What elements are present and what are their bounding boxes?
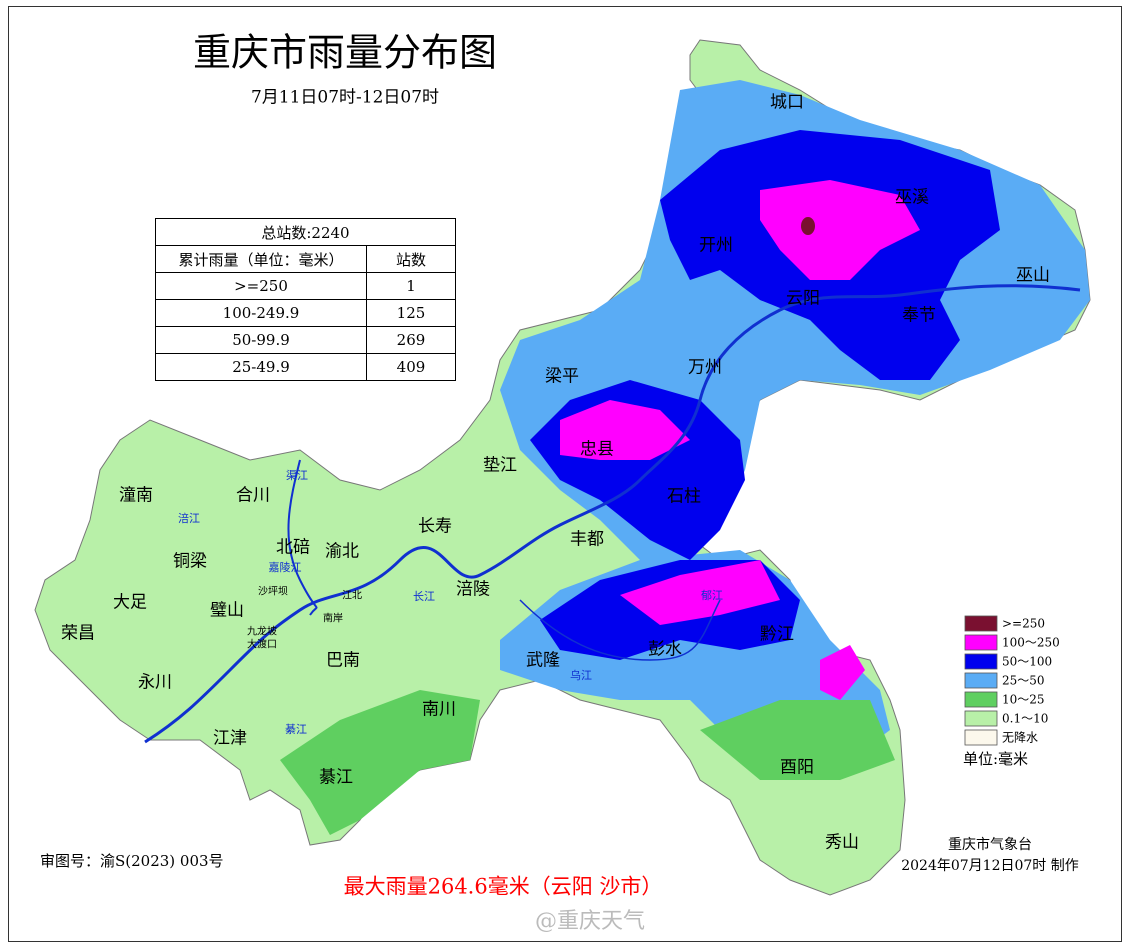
place-label: 武隆 [526,651,560,671]
table-cell: 50-99.9 [155,326,367,354]
rain-100-mid [560,400,690,460]
legend-label: 无降水 [1002,731,1038,745]
region [34,39,1091,896]
agency: 重庆市气象台 [948,836,1032,853]
place-label: 渝北 [325,542,359,562]
legend-swatch [964,672,998,689]
place-label: 涪陵 [456,580,490,600]
district-label: 大渡口 [247,638,277,651]
place-label: 石柱 [667,487,701,507]
table-cell: 100-249.9 [155,299,367,327]
place-label: 巫山 [1016,266,1050,286]
rain-100-south [620,560,780,625]
river-label: 嘉陵江 [269,560,302,574]
rain-10 [280,690,480,835]
rain-100-qj [820,645,865,700]
place-label: 南川 [422,700,456,720]
table-cell: 269 [366,326,456,354]
approval: 审图号：渝S(2023) 003号 [40,852,224,870]
frame [8,6,1122,942]
river-label: 乌江 [570,668,592,682]
place-label: 巴南 [326,651,360,671]
legend-label: 10～25 [1002,693,1045,707]
river-label: 綦江 [285,723,307,736]
place-label: 潼南 [119,486,153,506]
watermark: @重庆天气 [535,909,645,934]
made-time: 2024年07月12日07时 制作 [901,858,1079,874]
table-cell: 409 [366,353,456,381]
legend-label: 25～50 [1002,674,1045,688]
legend-label: >=250 [1002,617,1045,631]
place-label: 城口 [770,93,804,113]
station-table: 总站数:2240 累计雨量（单位：毫米） 站数 >=250 1 100-249.9 1… [155,218,456,381]
legend-swatch [964,710,998,727]
place-label: 大足 [113,593,147,613]
title: 重庆市雨量分布图 [193,31,497,75]
table-cell: >=250 [155,272,367,300]
place-label: 彭水 [648,640,682,660]
place-label: 荣昌 [61,624,95,644]
place-label: 长寿 [418,517,452,537]
place-label: 江津 [213,729,247,749]
place-label: 秀山 [825,833,859,853]
place-label: 奉节 [902,306,936,326]
place-label: 黔江 [760,625,794,645]
district-label: 南岸 [323,612,343,625]
table-header: 站数 [366,245,456,273]
district-label: 九龙坡 [247,625,277,638]
legend-swatch [964,691,998,708]
rain-250 [801,217,815,235]
place-label: 铜梁 [173,552,207,572]
river-wu [519,599,721,661]
river-jialing [287,459,318,616]
place-label: 云阳 [786,289,820,309]
legend-label: 0.1～10 [1002,712,1048,726]
table-cell: 125 [366,299,456,327]
river-label: 长江 [413,590,435,603]
rain-10-east [700,700,895,780]
legend-swatch [964,634,998,651]
table-header: 累计雨量（单位：毫米） [155,245,367,273]
legend-swatch [964,653,998,670]
place-label: 万州 [688,358,722,378]
table-cell: 25-49.9 [155,353,367,381]
place-label: 梁平 [545,367,579,387]
place-label: 垫江 [483,456,517,476]
place-label: 璧山 [210,601,244,621]
subtitle: 7月11日07时-12日07时 [251,88,439,108]
legend-swatch [964,615,998,632]
river-label: 涪江 [178,511,200,525]
table-cell: 1 [366,272,456,300]
rain-100 [760,180,920,280]
place-label: 丰都 [570,530,604,550]
district-label: 沙坪坝 [258,585,288,598]
place-label: 忠县 [580,440,614,460]
river-label: 郁江 [701,588,723,602]
place-label: 永川 [138,673,172,693]
legend-swatch [964,729,998,746]
legend-label: 100～250 [1002,636,1060,650]
river [144,284,1081,744]
place-label: 北碚 [276,538,310,558]
place-label: 开州 [699,236,733,256]
place-label: 合川 [236,486,270,506]
table-total: 总站数:2240 [155,218,456,246]
place-label: 酉阳 [780,758,814,778]
legend-unit: 单位:毫米 [963,750,1028,768]
river-label: 渠江 [286,469,308,482]
max-rain: 最大雨量264.6毫米（云阳 沙市） [344,875,663,899]
district-label: 江北 [342,590,362,602]
legend-label: 50～100 [1002,655,1052,669]
place-label: 綦江 [319,768,353,788]
place-label: 巫溪 [895,188,929,208]
